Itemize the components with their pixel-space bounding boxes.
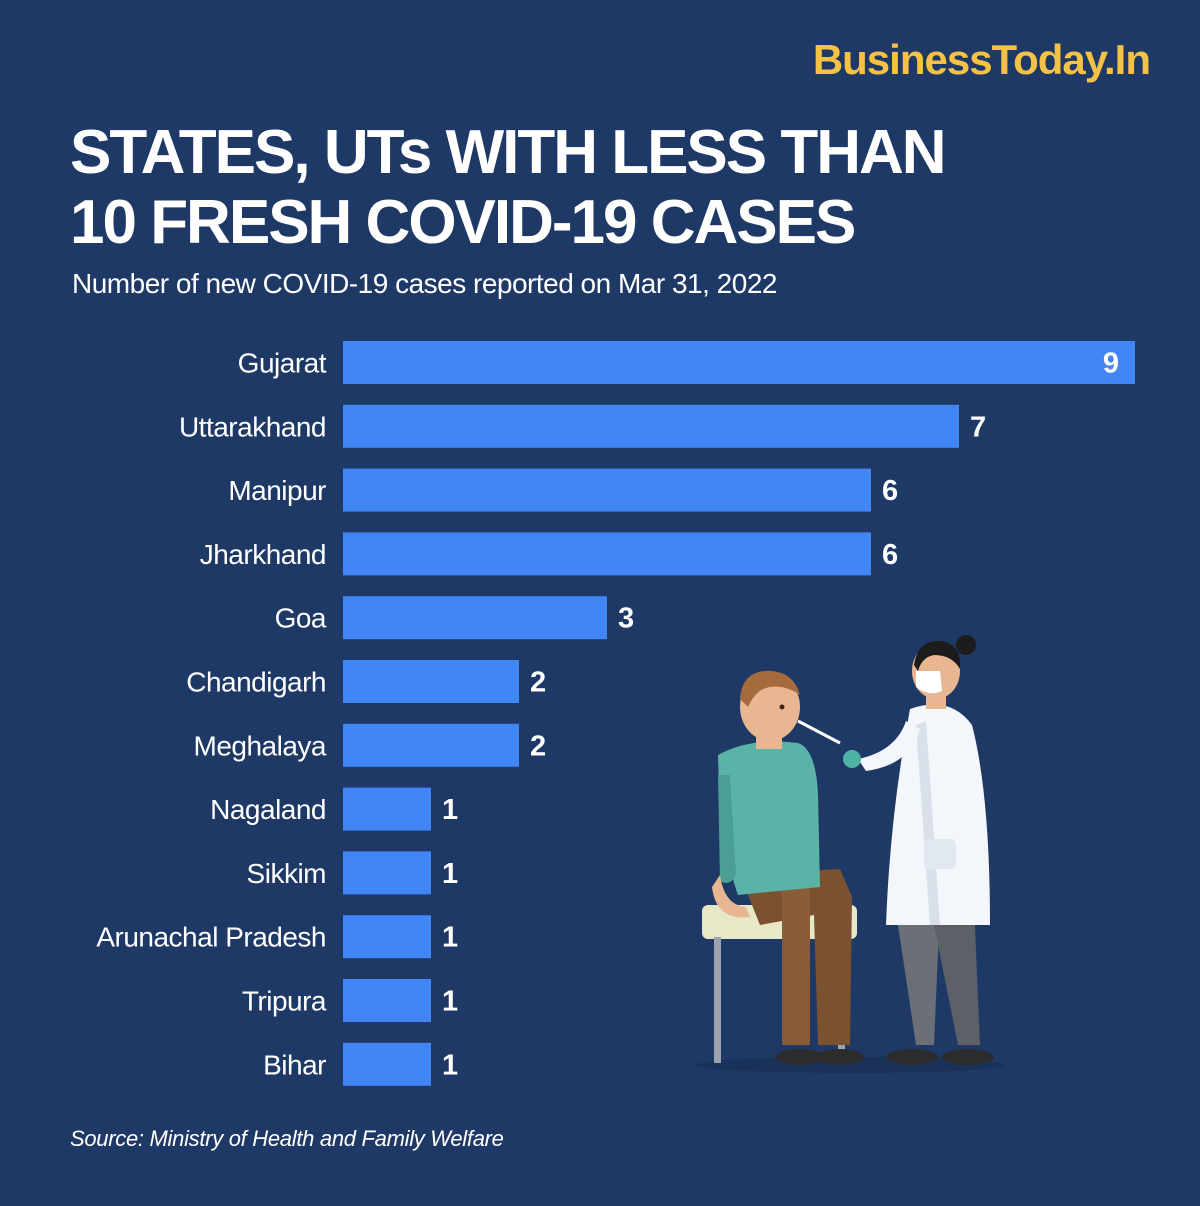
brand-logo: BusinessToday.In — [812, 36, 1151, 83]
bar-gujarat — [343, 341, 1135, 384]
category-label-arunachal-pradesh: Arunachal Pradesh — [96, 922, 326, 953]
category-label-bihar: Bihar — [263, 1049, 326, 1080]
bar-goa — [343, 596, 607, 640]
category-label-gujarat: Gujarat — [238, 348, 327, 379]
value-label-arunachal-pradesh: 1 — [442, 922, 458, 954]
chart-title-line-1: STATES, UTs WITH LESS THAN — [70, 118, 947, 187]
category-label-uttarakhand: Uttarakhand — [179, 411, 326, 442]
value-label-chandigarh: 2 — [530, 667, 546, 699]
category-label-chandigarh: Chandigarh — [186, 667, 326, 698]
value-label-bihar: 1 — [442, 1049, 458, 1081]
chart-title: STATES, UTs WITH LESS THAN 10 FRESH COVI… — [70, 118, 947, 258]
value-label-uttarakhand: 7 — [970, 411, 986, 443]
bar-jharkhand — [343, 532, 871, 576]
value-label-nagaland: 1 — [442, 794, 458, 826]
value-label-manipur: 6 — [882, 475, 898, 507]
category-label-goa: Goa — [275, 603, 327, 634]
category-label-tripura: Tripura — [242, 986, 327, 1017]
bar-arunachal-pradesh — [343, 915, 431, 959]
bar-meghalaya — [343, 723, 519, 767]
healthcare-worker-swab-test-icon — [695, 635, 1005, 1073]
chart-subtitle: Number of new COVID-19 cases reported on… — [72, 268, 777, 299]
value-label-tripura: 1 — [442, 986, 458, 1018]
category-label-manipur: Manipur — [228, 475, 326, 506]
bar-tripura — [343, 979, 431, 1022]
value-label-jharkhand: 6 — [882, 539, 898, 571]
bar-nagaland — [343, 787, 431, 831]
chart-title-line-2: 10 FRESH COVID-19 CASES — [70, 188, 856, 257]
bar-uttarakhand — [343, 404, 959, 448]
category-label-jharkhand: Jharkhand — [200, 539, 326, 570]
bar-manipur — [343, 468, 871, 512]
source-note: Source: Ministry of Health and Family We… — [70, 1126, 504, 1151]
value-label-meghalaya: 2 — [530, 730, 546, 762]
category-label-nagaland: Nagaland — [210, 794, 326, 825]
value-label-goa: 3 — [618, 603, 634, 635]
bar-bihar — [343, 1042, 431, 1086]
value-label-sikkim: 1 — [442, 858, 458, 890]
category-label-meghalaya: Meghalaya — [194, 730, 327, 761]
bar-sikkim — [343, 851, 431, 895]
bar-chandigarh — [343, 660, 519, 703]
value-label-gujarat: 9 — [1103, 348, 1119, 380]
category-label-sikkim: Sikkim — [247, 858, 326, 889]
